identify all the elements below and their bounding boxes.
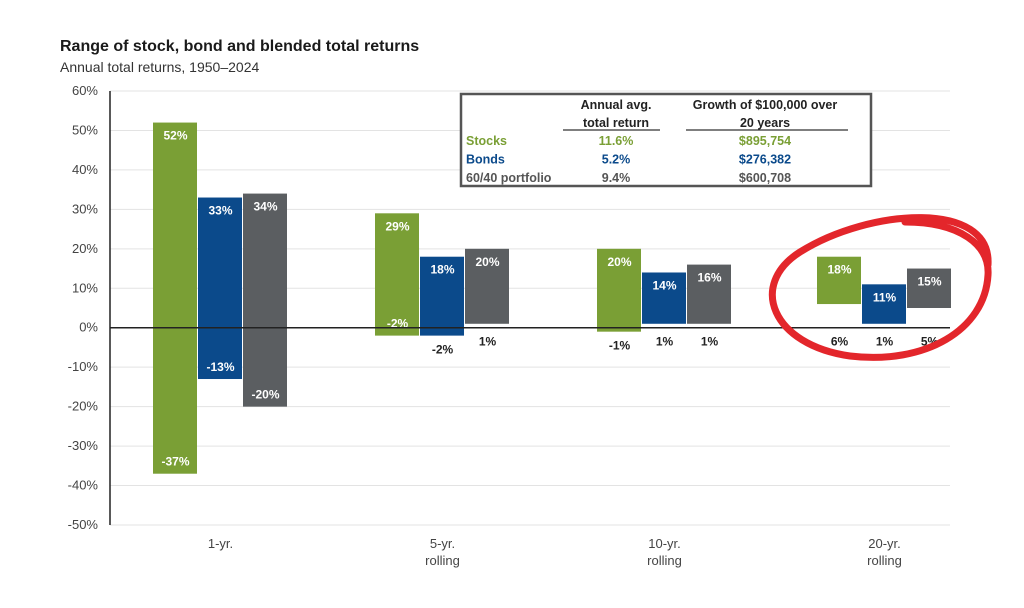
bar-low-label: -1% xyxy=(609,339,631,353)
bar-high-label: 16% xyxy=(697,271,721,285)
bar-bonds xyxy=(198,197,242,380)
y-tick-label: -10% xyxy=(68,359,99,374)
bar-60-40-portfolio xyxy=(243,193,287,407)
table-border xyxy=(459,92,873,188)
bars xyxy=(153,122,951,474)
y-tick-label: 50% xyxy=(72,122,98,137)
bar-bonds xyxy=(862,284,906,324)
summary-table: Annual avg. Growth of $100,000 over total … xyxy=(459,92,873,188)
bar-low-label: 1% xyxy=(876,335,894,349)
x-category-label: 1-yr. xyxy=(208,536,233,551)
bar-high-label: 14% xyxy=(652,278,676,292)
y-tick-label: -30% xyxy=(68,438,99,453)
x-category-label: rolling xyxy=(425,553,460,568)
table-row-growth: $276,382 xyxy=(739,153,791,167)
bar-high-label: 29% xyxy=(385,219,409,233)
bar-stocks xyxy=(375,213,419,336)
table-header: total return xyxy=(583,116,649,130)
bar-bonds xyxy=(642,272,686,324)
y-tick-label: 20% xyxy=(72,241,98,256)
bar-stocks xyxy=(153,122,197,474)
bar-low-label: -13% xyxy=(206,360,234,374)
highlight-ellipse xyxy=(769,214,992,361)
bar-high-label: 34% xyxy=(253,200,277,214)
table-row-name: 60/40 portfolio xyxy=(466,171,552,185)
y-tick-label: 40% xyxy=(72,162,98,177)
bar-high-label: 20% xyxy=(607,255,631,269)
bar-high-label: 52% xyxy=(163,129,187,143)
y-tick-label: 60% xyxy=(72,83,98,98)
bar-60-40-portfolio xyxy=(687,264,731,324)
axes xyxy=(109,91,950,525)
y-tick-label: 10% xyxy=(72,280,98,295)
bar-high-label: 11% xyxy=(873,290,897,304)
table-row-name: Stocks xyxy=(466,134,507,148)
table-row-growth: $600,708 xyxy=(739,171,791,185)
bar-low-label: -37% xyxy=(161,455,189,469)
table-row-growth: $895,754 xyxy=(739,134,791,148)
y-tick-label: 30% xyxy=(72,201,98,216)
y-tick-label: 0% xyxy=(79,320,98,335)
table-row-avg: 11.6% xyxy=(599,134,634,148)
table-header: Annual avg. xyxy=(581,98,652,112)
table-header: 20 years xyxy=(740,116,790,130)
x-category-label: 10-yr. xyxy=(648,536,681,551)
bar-high-label: 18% xyxy=(430,263,454,277)
annotation xyxy=(769,214,992,361)
x-category-label: 20-yr. xyxy=(868,536,901,551)
bar-60-40-portfolio xyxy=(465,248,509,324)
bar-low-label: 1% xyxy=(701,335,719,349)
bar-stocks xyxy=(817,256,861,305)
x-category-label: rolling xyxy=(867,553,902,568)
bar-low-label: -2% xyxy=(432,343,454,357)
x-category-label: 5-yr. xyxy=(430,536,455,551)
bar-60-40-portfolio xyxy=(907,268,951,308)
bar-low-label: -2% xyxy=(387,317,409,331)
bar-stocks xyxy=(597,248,641,332)
bar-high-label: 18% xyxy=(827,263,851,277)
y-tick-label: -40% xyxy=(68,478,99,493)
bar-labels: 52% -37% 29% -2% 20% -1% 18% 6% 33% -13% 18% -2% 14%… xyxy=(161,129,941,469)
chart-subtitle: Annual total returns, 1950–2024 xyxy=(60,59,260,75)
bar-high-label: 20% xyxy=(475,255,499,269)
chart-title: Range of stock, bond and blended total r… xyxy=(60,38,420,55)
bar-high-label: 33% xyxy=(208,204,232,218)
table-header: Growth of $100,000 over xyxy=(693,98,838,112)
bar-bonds xyxy=(420,256,464,336)
x-category-label: rolling xyxy=(647,553,682,568)
bar-low-label: 1% xyxy=(479,335,497,349)
bar-low-label: 1% xyxy=(656,335,674,349)
table-row-avg: 5.2% xyxy=(602,153,631,167)
bar-high-label: 15% xyxy=(917,275,941,289)
table-row-name: Bonds xyxy=(466,153,505,167)
table-row-avg: 9.4% xyxy=(602,171,631,185)
y-axis-ticks: 60% 50% 40% 30% 20% 10% 0% -10% -20% -30% -40% -50% xyxy=(68,83,99,532)
bar-low-label: 6% xyxy=(831,335,849,349)
y-tick-label: -20% xyxy=(68,399,99,414)
y-tick-label: -50% xyxy=(68,517,99,532)
x-axis-categories: 1-yr. 5-yr. rolling 10-yr. rolling 20-yr. roll… xyxy=(208,536,902,568)
bar-low-label: -20% xyxy=(251,388,279,402)
